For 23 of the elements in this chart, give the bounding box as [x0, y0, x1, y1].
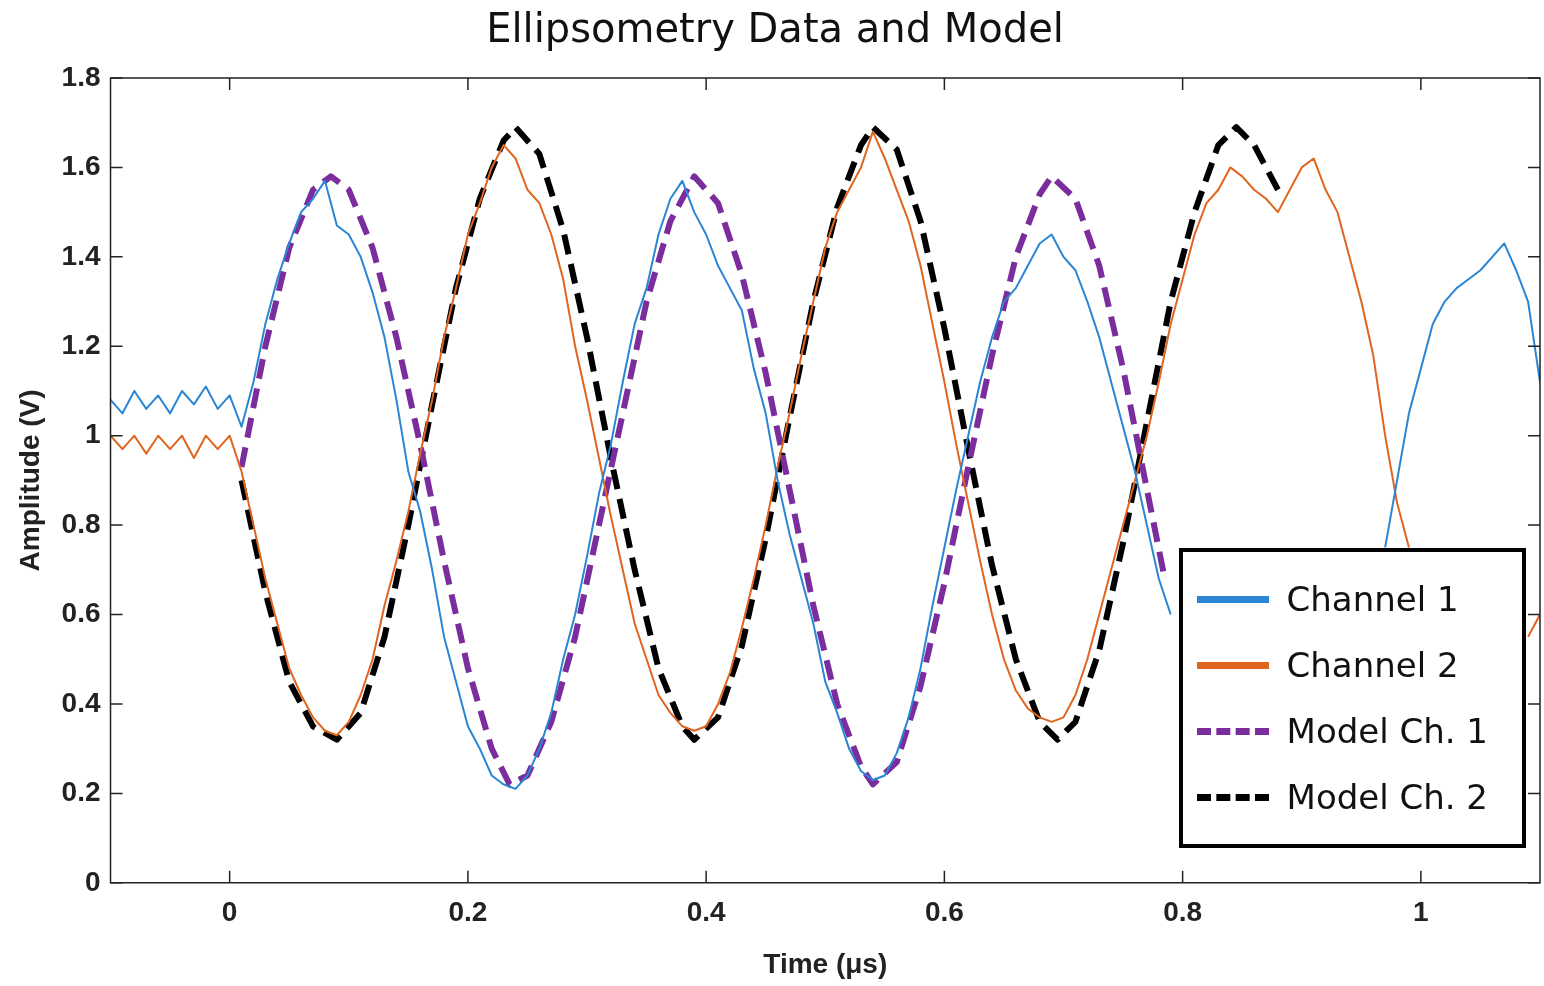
x-tick-label: 0.2 — [448, 896, 488, 928]
legend-label: Model Ch. 2 — [1286, 777, 1488, 817]
chart-title: Ellipsometry Data and Model — [486, 5, 1064, 52]
y-tick-label: 1 — [84, 418, 101, 450]
x-tick-label: 0.8 — [1163, 896, 1203, 928]
legend-label: Channel 1 — [1286, 579, 1459, 619]
x-tick-label: 0.4 — [686, 896, 727, 928]
y-tick-label: 1.8 — [61, 60, 101, 92]
y-tick-label: 0.2 — [61, 776, 101, 808]
y-tick-label: 1.4 — [61, 239, 101, 271]
y-tick-label: 1.6 — [61, 150, 101, 182]
y-tick-label: 0 — [84, 865, 101, 897]
y-tick-label: 0.6 — [61, 597, 101, 629]
y-tick-label: 0.4 — [61, 686, 101, 718]
x-tick-label: 0 — [221, 896, 238, 928]
y-tick-label: 1.2 — [61, 328, 101, 360]
legend-label: Channel 2 — [1286, 645, 1459, 685]
x-axis-title: Time (μs) — [763, 947, 888, 979]
y-axis-title: Amplitude (V) — [13, 389, 45, 572]
x-tick-label: 0.6 — [924, 896, 964, 928]
legend-label: Model Ch. 1 — [1286, 711, 1488, 751]
x-tick-label: 1 — [1413, 896, 1429, 928]
y-tick-label: 0.8 — [61, 507, 101, 539]
